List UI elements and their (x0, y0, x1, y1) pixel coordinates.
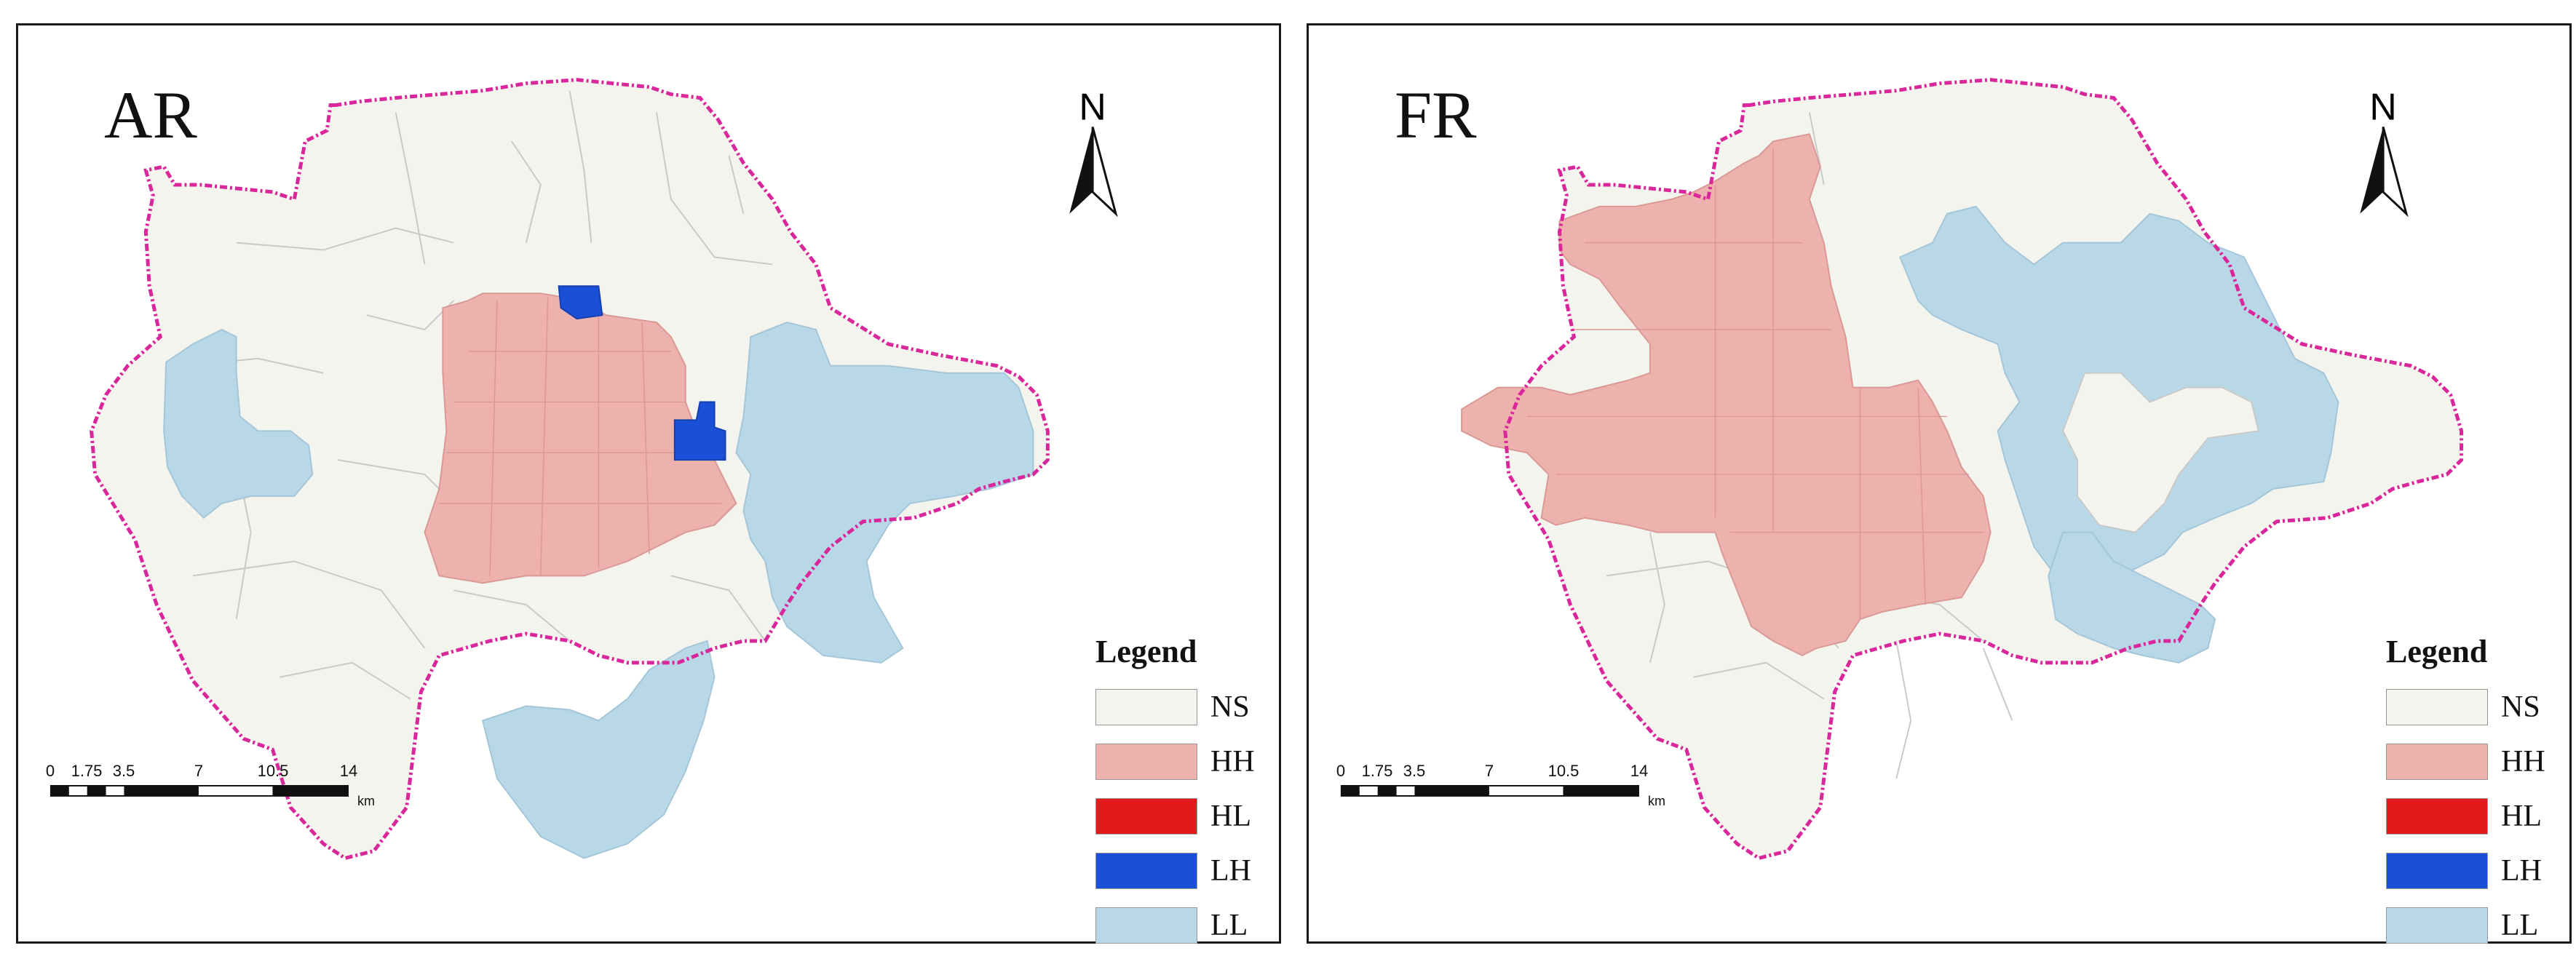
map-title-ar: AR (104, 78, 197, 152)
legend-label: LL (2501, 909, 2539, 942)
legend-swatch-lh (2386, 853, 2488, 889)
scale-tick: 3.5 (1403, 762, 1426, 780)
scale-tick: 0 (1336, 762, 1346, 780)
north-arrow-fr (2360, 126, 2409, 218)
north-arrow-ar (1069, 126, 1118, 218)
legend-swatch-hh (2386, 744, 2488, 780)
scale-tick: 3.5 (112, 762, 135, 780)
legend-swatch-ll (1095, 907, 1197, 944)
cluster-ll-east-ar (735, 322, 1034, 664)
cluster-ll-southeast-fr (2048, 531, 2216, 664)
legend-item-ll: LL (2386, 906, 2538, 945)
legend-swatch-ns (2386, 689, 2488, 725)
scale-bar-ar (49, 785, 349, 797)
scale-tick: 14 (339, 762, 358, 780)
hh-internal-lines-ar (439, 297, 722, 576)
ns-pocket-east-fr (2062, 372, 2260, 533)
legend-swatch-ll (2386, 907, 2488, 944)
legend-label: HL (2501, 800, 2542, 833)
scale-tick: 1.75 (71, 762, 103, 780)
map-panel-ar: N AR 0 1.75 3.5 7 10.5 14 km Legend NS H… (16, 23, 1281, 944)
legend-item-hh: HH (2386, 742, 2545, 781)
study-area-boundary-ar (90, 78, 1050, 861)
scale-unit: km (1648, 794, 1665, 808)
legend-label: LH (2501, 854, 2542, 888)
cluster-lh-east-ar (673, 401, 726, 461)
legend-swatch-lh (1095, 853, 1197, 889)
legend-label: NS (2501, 690, 2540, 724)
north-label-ar: N (1079, 85, 1106, 127)
legend-title: Legend (2386, 634, 2488, 669)
scale-tick: 10.5 (1547, 762, 1580, 780)
north-label-fr: N (2369, 85, 2396, 127)
legend-label: HH (1210, 745, 1255, 778)
map-canvas-fr: N (1340, 78, 2464, 861)
scale-unit: km (357, 794, 375, 808)
scale-tick: 0 (45, 762, 55, 780)
legend-swatch-hh (1095, 744, 1197, 780)
legend-item-ll: LL (1095, 906, 1248, 945)
legend-swatch-hl (2386, 798, 2488, 834)
scale-tick: 10.5 (257, 762, 289, 780)
scale-tick: 7 (194, 762, 204, 780)
scale-tick: 1.75 (1361, 762, 1393, 780)
cluster-ll-west-ar (163, 328, 314, 519)
map-panel-fr: N FR 0 1.75 3.5 7 10.5 14 km Legend NS H… (1307, 23, 2572, 944)
legend-item-ns: NS (1095, 688, 1250, 727)
legend-item-hh: HH (1095, 742, 1255, 781)
legend-item-lh: LH (1095, 851, 1251, 891)
legend-swatch-hl (1095, 798, 1197, 834)
legend-item-hl: HL (2386, 797, 2542, 836)
cluster-lh-north-ar (558, 285, 603, 320)
scale-tick: 7 (1484, 762, 1494, 780)
legend-item-ns: NS (2386, 688, 2540, 727)
hh-internal-lines-fr (1526, 148, 1983, 620)
legend-label: LH (1210, 854, 1251, 888)
scale-tick: 14 (1630, 762, 1649, 780)
legend-label: NS (1210, 690, 1250, 724)
cluster-hh-fr (1461, 133, 1992, 656)
map-title-fr: FR (1395, 78, 1477, 152)
legend-label: LL (1210, 909, 1248, 942)
legend-swatch-ns (1095, 689, 1197, 725)
legend-title: Legend (1095, 634, 1197, 669)
legend-item-hl: HL (1095, 797, 1251, 836)
legend-label: HH (2501, 745, 2545, 778)
scale-bar-fr (1340, 785, 1639, 797)
map-canvas-ar: N (49, 78, 1118, 861)
cluster-ll-south-ar (481, 640, 716, 859)
study-area-boundary-fr (1503, 78, 2464, 861)
legend-label: HL (1210, 800, 1251, 833)
legend-item-lh: LH (2386, 851, 2542, 891)
